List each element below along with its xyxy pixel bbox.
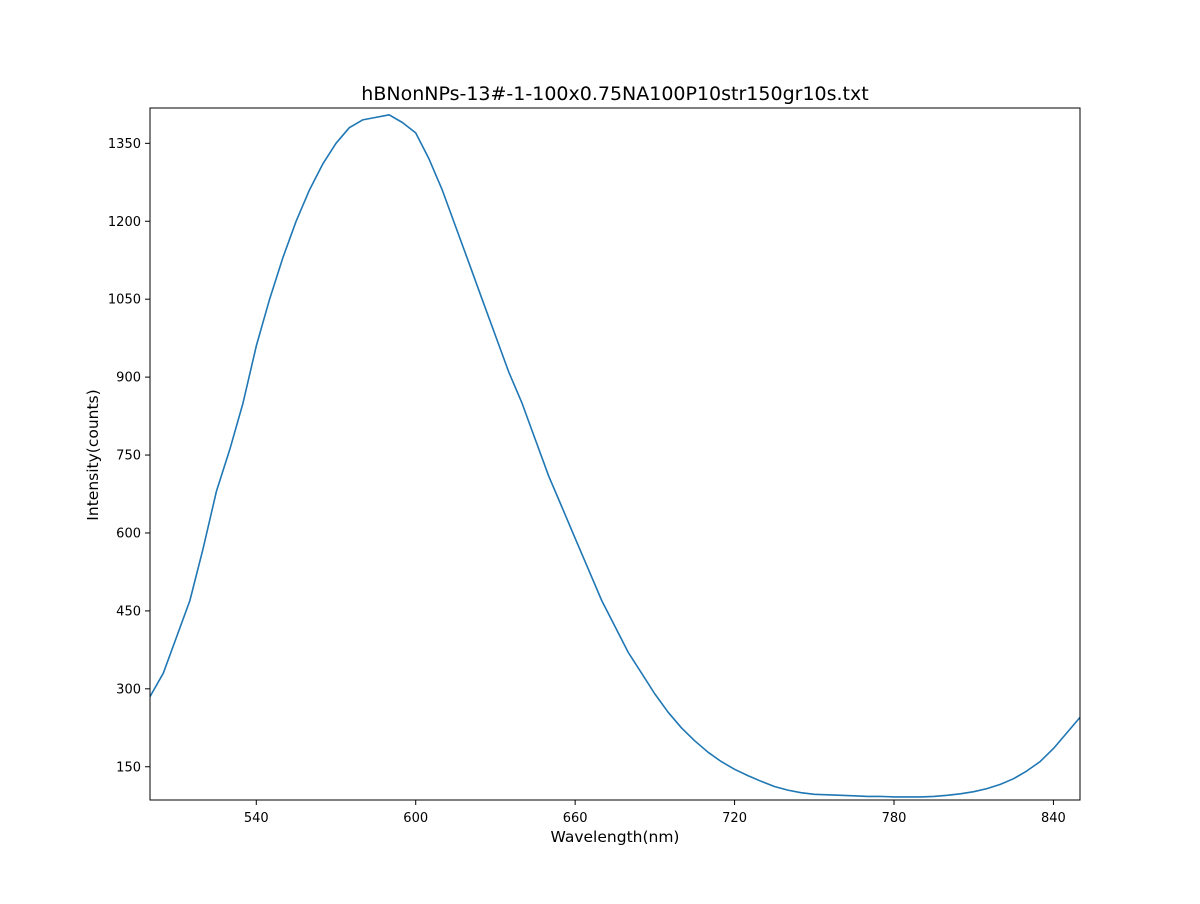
y-tick-label: 1200 [108,215,141,230]
plot-area [149,107,1081,801]
x-tick-label: 780 [882,811,907,826]
y-tick-label: 1050 [108,293,141,308]
x-axis-title: Wavelength(nm) [551,828,680,846]
x-tick-label: 540 [244,811,269,826]
y-tick-label: 450 [116,604,141,619]
y-tick-label: 150 [116,760,141,775]
y-axis-title: Intensity(counts) [84,389,102,520]
y-tick-label: 600 [116,526,141,541]
x-tick-label: 840 [1041,811,1066,826]
x-axis: 540 600 660 720 780 840 [244,800,1066,826]
y-axis: 150 300 450 600 750 900 1050 1200 1350 [108,137,150,775]
series-line-1 [150,114,1080,798]
axes-frame [149,107,1081,801]
y-tick-label: 750 [116,449,141,464]
y-tick-label: 1350 [108,137,141,152]
y-tick-label: 900 [116,371,141,386]
y-tick-label: 300 [116,682,141,697]
x-tick-label: 600 [403,811,428,826]
chart-title: hBNonNPs-13#-1-100x0.75NA100P10str150gr1… [361,83,868,105]
x-tick-label: 660 [563,811,588,826]
x-tick-label: 720 [722,811,747,826]
